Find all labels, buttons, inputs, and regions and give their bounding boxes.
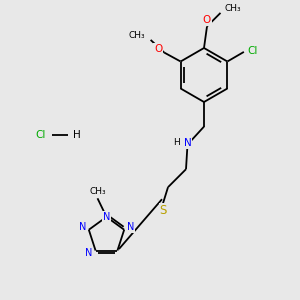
Text: N: N: [127, 222, 134, 233]
Text: H: H: [73, 130, 80, 140]
Text: O: O: [203, 15, 211, 26]
Text: N: N: [103, 212, 110, 222]
Text: Cl: Cl: [248, 46, 258, 56]
Text: N: N: [79, 222, 86, 233]
Text: S: S: [160, 204, 167, 217]
Text: N: N: [85, 248, 93, 258]
Text: CH₃: CH₃: [128, 31, 145, 40]
Text: H: H: [173, 138, 179, 147]
Text: Cl: Cl: [35, 130, 46, 140]
Text: CH₃: CH₃: [225, 4, 242, 13]
Text: CH₃: CH₃: [89, 187, 106, 196]
Text: O: O: [154, 44, 162, 54]
Text: N: N: [184, 138, 191, 148]
